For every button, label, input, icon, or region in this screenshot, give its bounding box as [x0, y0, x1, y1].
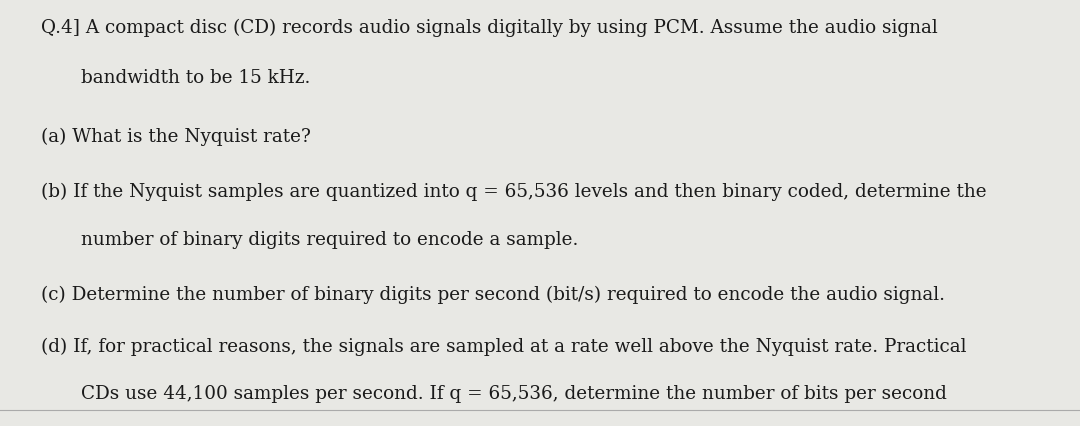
Text: (c) Determine the number of binary digits per second (bit/s) required to encode : (c) Determine the number of binary digit…: [41, 285, 945, 304]
Text: (b) If the Nyquist samples are quantized into q = 65,536 levels and then binary : (b) If the Nyquist samples are quantized…: [41, 182, 987, 200]
Text: (d) If, for practical reasons, the signals are sampled at a rate well above the : (d) If, for practical reasons, the signa…: [41, 337, 967, 355]
Text: CDs use 44,100 samples per second. If q = 65,536, determine the number of bits p: CDs use 44,100 samples per second. If q …: [81, 384, 947, 402]
Text: number of binary digits required to encode a sample.: number of binary digits required to enco…: [81, 231, 579, 249]
Text: Q.4] A compact disc (CD) records audio signals digitally by using PCM. Assume th: Q.4] A compact disc (CD) records audio s…: [41, 19, 937, 37]
Text: bandwidth to be 15 kHz.: bandwidth to be 15 kHz.: [81, 69, 310, 87]
Text: (a) What is the Nyquist rate?: (a) What is the Nyquist rate?: [41, 128, 311, 146]
